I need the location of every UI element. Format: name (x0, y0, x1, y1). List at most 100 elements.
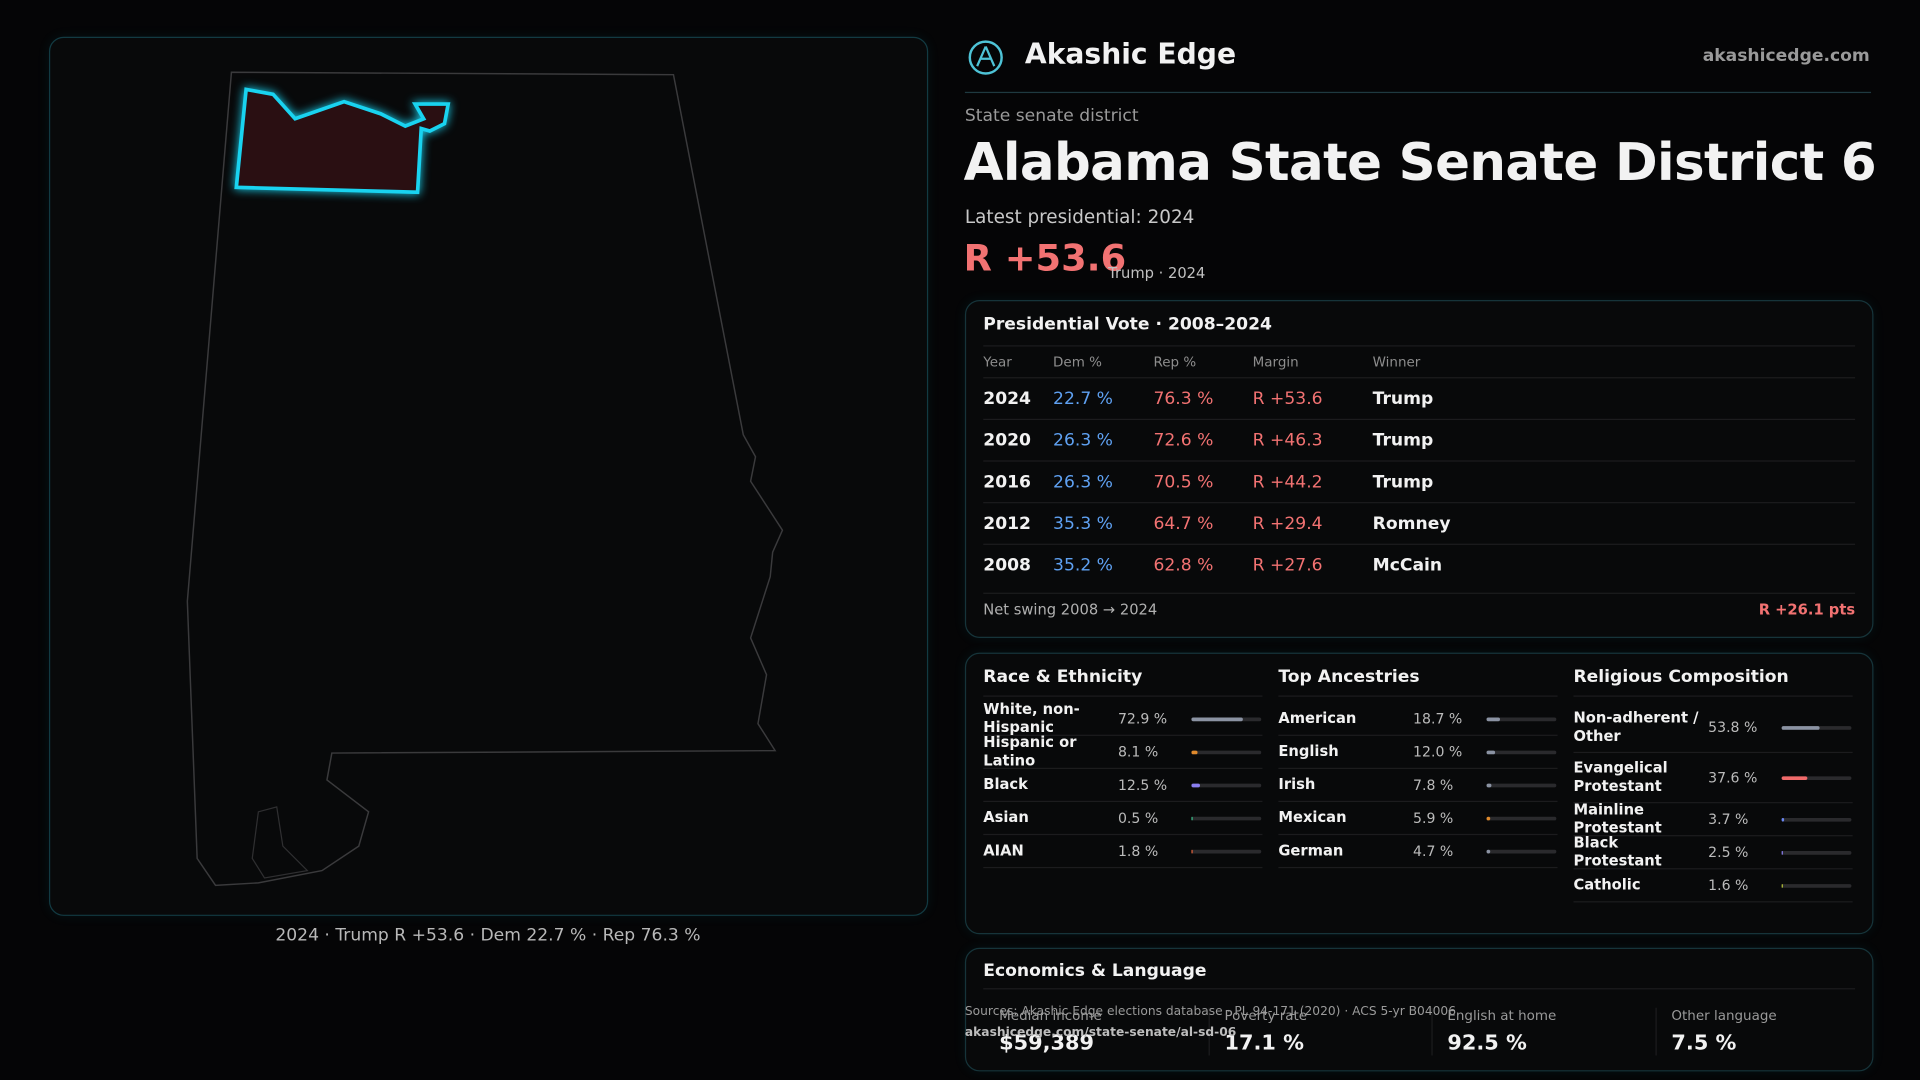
bar (1781, 851, 1784, 855)
economics-panel: Economics & Language Median income $59,38… (964, 947, 1874, 1072)
table-cell: 62.8 % (1153, 555, 1214, 576)
demographic-row: Mainline Protestant 3.7 % (1573, 800, 1853, 837)
metric-label: Median income (999, 1007, 1102, 1024)
table-row: 2012 35.3 % 64.7 % R +29.4 Romney (983, 502, 1856, 545)
divider (983, 592, 1856, 594)
demographic-column: Top Ancestries American 18.7 % English 12.0 … (1278, 654, 1560, 936)
divider (1573, 695, 1853, 697)
table-row: 2020 26.3 % 72.6 % R +46.3 Trump (983, 418, 1856, 462)
divider (1278, 695, 1558, 697)
column-title: Religious Composition (1573, 667, 1789, 687)
bar (1486, 783, 1492, 788)
table-cell: R +27.6 (1252, 555, 1323, 576)
demographic-row: Asian 0.5 % (983, 802, 1263, 836)
bar-track (1486, 717, 1557, 722)
demographic-row: Hispanic or Latino 8.1 % (983, 733, 1263, 769)
row-label: Black Protestant (1573, 833, 1662, 870)
table-cell: 26.3 % (1053, 472, 1113, 493)
table-cell: 70.5 % (1153, 472, 1214, 493)
demographic-row: Irish 7.8 % (1278, 769, 1558, 803)
metric-value: 7.5 % (1671, 1031, 1737, 1056)
source-url: akashicedge.com/state-senate/al-sd-06 (964, 1026, 1237, 1040)
table-cell: 2012 (983, 514, 1031, 534)
table-cell: 2016 (983, 472, 1031, 493)
row-value: 4.7 % (1413, 842, 1454, 860)
metric-value: $59,389 (999, 1031, 1095, 1056)
district-kind: State senate district (964, 106, 1139, 127)
presidential-panel: Presidential Vote · 2008–2024 Year Dem % R… (964, 300, 1874, 638)
column-header: Margin (1252, 354, 1299, 371)
table-header: Year Dem % Rep % Margin Winner (983, 345, 1856, 378)
bar (1191, 750, 1198, 755)
column-header: Year (983, 354, 1012, 371)
row-value: 18.7 % (1413, 710, 1463, 728)
demographic-column: Race & Ethnicity White, non-Hispanic 72.9 … (983, 654, 1265, 936)
table-cell: 22.7 % (1053, 389, 1113, 409)
row-value: 8.1 % (1117, 743, 1159, 761)
table-cell: 26.3 % (1053, 431, 1113, 451)
table-row: 2024 22.7 % 76.3 % R +53.6 Trump (983, 377, 1856, 420)
row-value: 1.6 % (1708, 876, 1749, 894)
row-label: Mainline Protestant (1573, 800, 1662, 837)
map-panel (48, 36, 929, 916)
demographics-panel: Race & Ethnicity White, non-Hispanic 72.9 … (964, 652, 1874, 936)
metric: Poverty rate 17.1 % (1208, 1007, 1433, 1056)
row-label: Hispanic or Latino (983, 733, 1077, 769)
row-label: Non-adherent / Other (1573, 708, 1699, 745)
coast-island (251, 806, 309, 879)
divider (983, 695, 1263, 697)
table-cell: Trump (1372, 431, 1434, 451)
bar (1486, 750, 1495, 755)
bar-track (1486, 783, 1557, 788)
row-label: AIAN (983, 841, 1024, 859)
bar (1781, 776, 1808, 781)
table-row: 2016 26.3 % 70.5 % R +44.2 Trump (983, 460, 1856, 503)
metric: Other language 7.5 % (1655, 1007, 1880, 1056)
demographic-row: Black Protestant 2.5 % (1573, 833, 1853, 870)
metric-label: English at home (1447, 1007, 1557, 1024)
table-cell: R +44.2 (1252, 472, 1323, 493)
row-value: 0.5 % (1117, 809, 1159, 827)
metric: Median income $59,389 (999, 1008, 1207, 1056)
headline-margin: R +53.6 (963, 237, 1127, 281)
table-cell: 2024 (983, 389, 1031, 409)
row-value: 2.5 % (1708, 843, 1749, 861)
divider (964, 91, 1872, 94)
demographic-row: American 18.7 % (1278, 703, 1558, 736)
bar-track (1486, 816, 1557, 821)
sources: Sources: Akashic Edge elections database… (964, 1005, 1457, 1019)
metric-label: Poverty rate (1224, 1007, 1308, 1024)
table-cell: R +46.3 (1252, 431, 1323, 451)
bar-track (1191, 750, 1262, 755)
swing-value: R +26.1 pts (1758, 601, 1856, 619)
district-title: Alabama State Senate District 6 (963, 132, 1877, 193)
divider (983, 988, 1856, 990)
bar (1781, 726, 1820, 730)
site: akashicedge.com (1702, 46, 1870, 67)
table-cell: Romney (1372, 514, 1451, 534)
demographic-column: Religious Composition Non-adherent / Othe… (1573, 654, 1855, 936)
latest-label: Latest presidential: 2024 (964, 205, 1195, 228)
bar-track (1781, 726, 1852, 730)
bar (1486, 816, 1491, 821)
table-cell: 2020 (983, 431, 1031, 451)
demographic-row: AIAN 1.8 % (983, 835, 1263, 869)
bar-track (1781, 851, 1852, 855)
row-value: 53.8 % (1708, 718, 1758, 736)
bar-track (1191, 783, 1262, 788)
column-title: Top Ancestries (1278, 667, 1420, 687)
margin-note: Trump · 2024 (1108, 264, 1206, 282)
bar-track (1191, 849, 1262, 854)
row-value: 12.0 % (1413, 743, 1463, 761)
demographic-row: Black 12.5 % (983, 769, 1263, 803)
row-value: 7.8 % (1413, 776, 1454, 794)
bar (1486, 849, 1490, 854)
row-value: 37.6 % (1708, 768, 1758, 787)
table-cell: 76.3 % (1153, 389, 1214, 409)
district-shape (234, 87, 451, 195)
row-label: Catholic (1573, 876, 1641, 894)
table-cell: 35.3 % (1053, 514, 1113, 534)
bar (1191, 849, 1193, 854)
table-cell: 2008 (983, 555, 1031, 576)
row-label: Black (983, 775, 1028, 793)
